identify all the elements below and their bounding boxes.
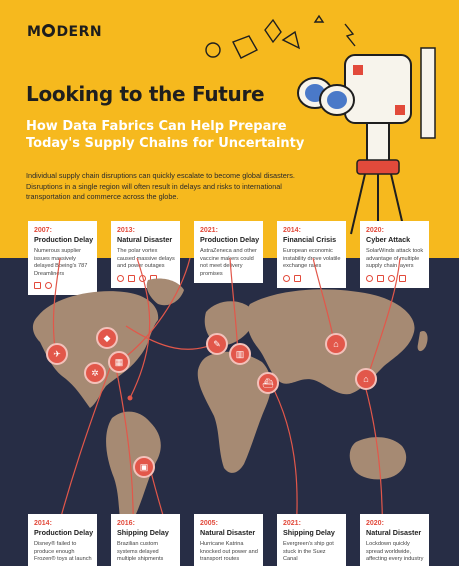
- syringe-pin-icon[interactable]: ✎: [206, 333, 228, 355]
- event-card: 2007: Production Delay Numerous supplier…: [28, 221, 97, 295]
- cargo-ship-pin-icon[interactable]: ⛴: [257, 372, 279, 394]
- event-card: 2020: Cyber Attack SolarWinds attack too…: [360, 221, 429, 288]
- dollar-icon: [45, 282, 52, 289]
- lock-pin-icon[interactable]: ⌂: [325, 333, 347, 355]
- page-title: Looking to the Future: [26, 82, 265, 106]
- bolt-icon: [344, 23, 356, 47]
- greenland-shape: [146, 278, 184, 306]
- event-card: 2021: Shipping Delay Evergreen's ship go…: [277, 514, 346, 566]
- calendar-icon: [34, 282, 41, 289]
- hurricane-pin-icon[interactable]: ✲: [84, 362, 106, 384]
- card-icons: [283, 274, 341, 283]
- calendar-icon: [377, 274, 384, 282]
- card-icons: [366, 274, 424, 283]
- robot-binoculars-illustration: [205, 14, 436, 235]
- event-card: 2005: Natural Disaster Hurricane Katrina…: [194, 514, 263, 566]
- bank-pin-icon[interactable]: ▥: [229, 343, 251, 365]
- diamond-pin-icon[interactable]: ◆: [96, 327, 118, 349]
- australia-shape: [349, 437, 407, 480]
- event-card: 2014: Financial Crisis European economic…: [277, 221, 346, 288]
- calendar-icon: [128, 274, 135, 282]
- event-card: 2016: Shipping Delay Brazilian custom sy…: [111, 514, 180, 566]
- clock-icon: [366, 274, 373, 282]
- page-subtitle: How Data Fabrics Can Help Prepare Today'…: [26, 119, 305, 151]
- airplane-pin-icon[interactable]: ✈: [46, 343, 68, 365]
- africa-shape: [197, 351, 271, 473]
- brazil-ship-pin-icon[interactable]: ▣: [133, 456, 155, 478]
- intro-text: Individual supply chain disruptions can …: [26, 171, 295, 201]
- pyramid-icon: [281, 30, 301, 50]
- orb-icon: [205, 42, 221, 58]
- event-card: 2021: Production Delay AstraZeneca and o…: [194, 221, 263, 283]
- event-card: 2020: Natural Disaster Lockdown quickly …: [360, 514, 429, 566]
- cube-icon: [232, 35, 258, 59]
- bar-chart-icon: [294, 274, 301, 282]
- bar-chart-icon: [399, 274, 406, 282]
- event-card: 2013: Natural Disaster The polar vortex …: [111, 221, 180, 288]
- logo-ring-icon: [42, 24, 56, 37]
- brand-logo[interactable]: M DERN: [27, 24, 103, 40]
- japan-shape: [417, 330, 428, 352]
- event-card: 2014: Production Delay Disney® failed to…: [28, 514, 97, 566]
- dollar-icon: [388, 274, 395, 282]
- clock-icon: [117, 274, 124, 282]
- card-icons: [34, 282, 92, 290]
- diamond-icon: [264, 18, 282, 44]
- north-america-shape: [32, 291, 159, 408]
- dollar-icon: [283, 274, 290, 282]
- home-pin-icon[interactable]: ⌂: [355, 368, 377, 390]
- factory-pin-icon[interactable]: ▦: [108, 351, 130, 373]
